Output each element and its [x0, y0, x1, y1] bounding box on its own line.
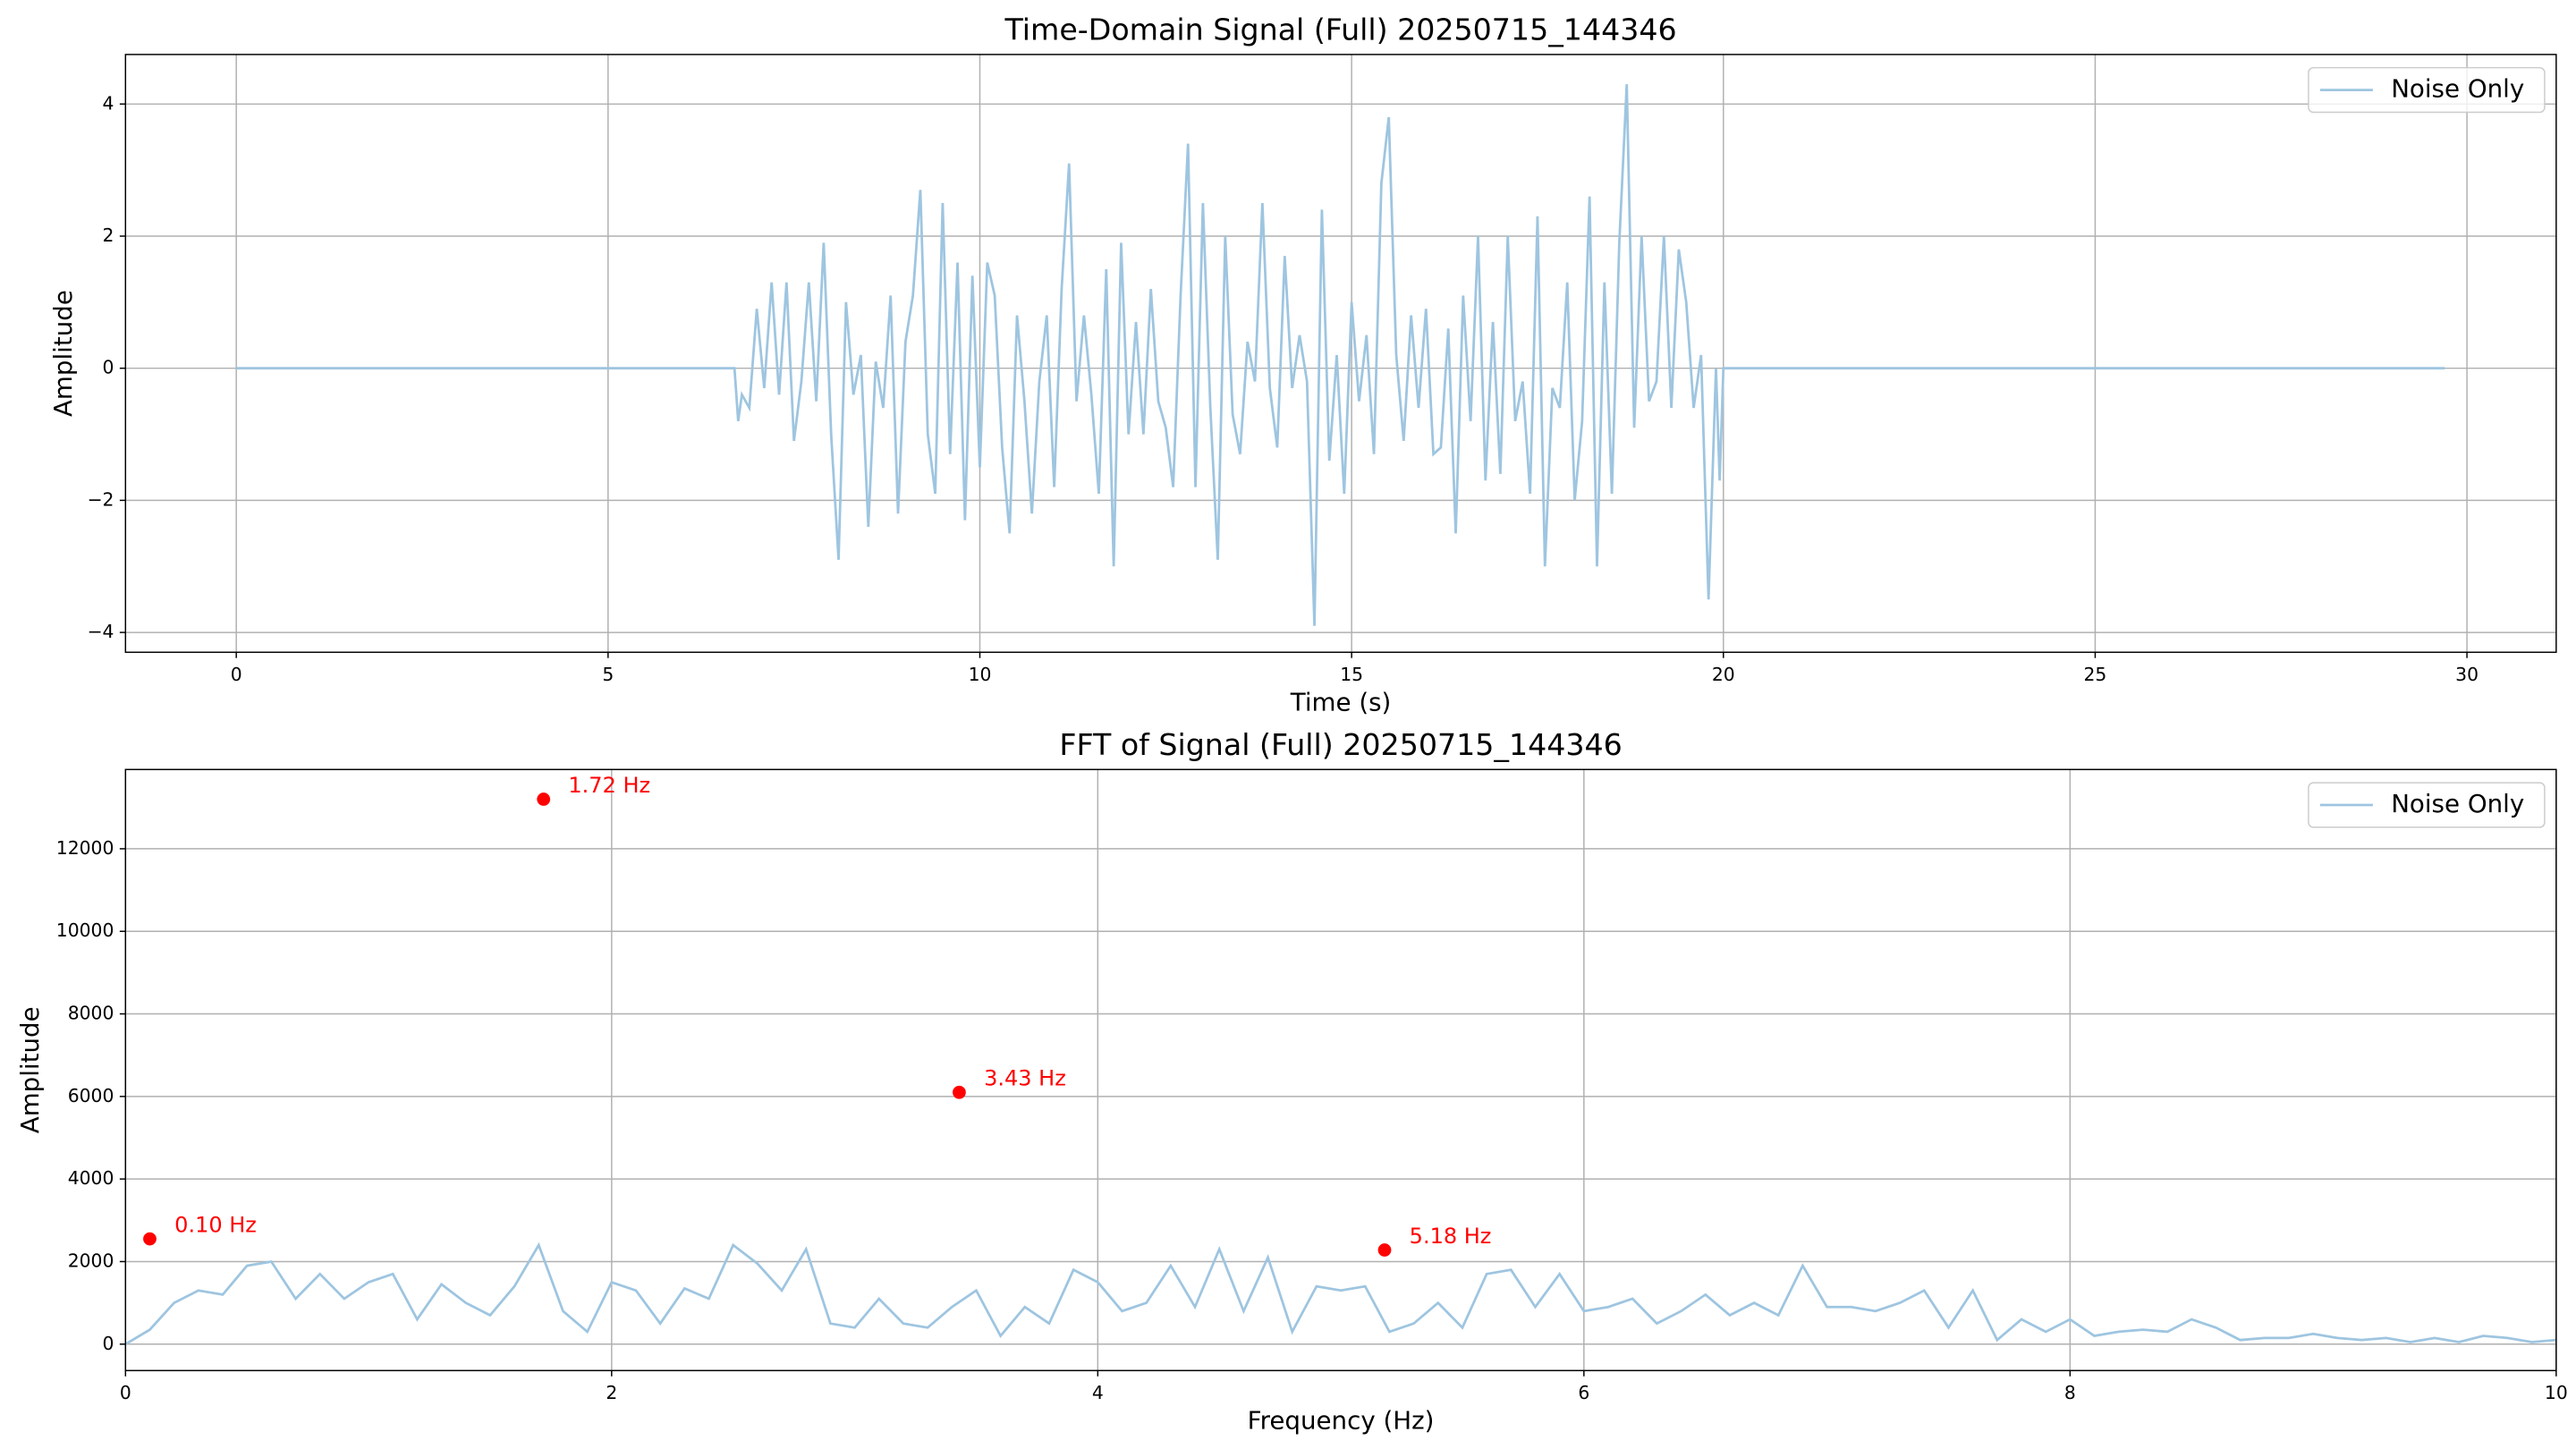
- peak-label: 1.72 Hz: [568, 773, 650, 798]
- x-axis-label: Frequency (Hz): [1248, 1406, 1435, 1436]
- x-tick-label: 8: [2064, 1382, 2076, 1403]
- legend: Noise Only: [2308, 66, 2546, 114]
- peak-marker: [1377, 1243, 1392, 1257]
- chart: 0 2 4 6 8 10 0 2000 4000 6000 8000 10000 12000 0.10 H…: [15, 727, 2568, 1436]
- peak-label: 0.10 Hz: [174, 1212, 257, 1237]
- series-line: [236, 84, 2445, 626]
- x-tick-label: 20: [1712, 664, 1735, 685]
- y-tick-label: 2: [102, 225, 114, 246]
- y-tick-label: 10000: [56, 919, 114, 941]
- plot-area: [125, 54, 2556, 653]
- x-tick-label: 25: [2084, 664, 2107, 685]
- y-axis-label: Amplitude: [48, 290, 78, 417]
- y-tick-label: 0: [102, 357, 114, 378]
- y-tick-label: 2000: [68, 1250, 114, 1271]
- y-tick-label: −2: [87, 488, 114, 510]
- x-axis-label: Time (s): [1290, 687, 1392, 716]
- x-tick-label: 2: [606, 1382, 617, 1403]
- peak-marker: [143, 1232, 157, 1246]
- y-tick-label: 8000: [68, 1003, 114, 1024]
- x-tick-label: 0: [120, 1382, 131, 1403]
- axes-frame: [124, 54, 2557, 653]
- series-line: [125, 1241, 2556, 1345]
- chart-title: FFT of Signal (Full) 20250715_144346: [1059, 727, 1622, 762]
- y-tick-label: 0: [102, 1333, 114, 1354]
- x-tick-label: 15: [1340, 664, 1363, 685]
- y-tick-label: 4000: [68, 1167, 114, 1189]
- x-tick-label: 10: [969, 664, 992, 685]
- legend-box: [2308, 782, 2546, 828]
- legend-box: [2308, 66, 2546, 114]
- peak-label: 5.18 Hz: [1410, 1224, 1492, 1249]
- y-tick-label: 12000: [56, 837, 114, 859]
- y-tick-label: 6000: [68, 1085, 114, 1106]
- peak-marker: [537, 792, 551, 806]
- x-tick-label: 0: [231, 664, 242, 685]
- y-axis-label: Amplitude: [15, 1006, 45, 1133]
- x-tick-label: 4: [1092, 1382, 1104, 1403]
- plot-area: [125, 769, 2556, 1371]
- legend-label: Noise Only: [2391, 789, 2524, 818]
- y-tick-label: 4: [102, 92, 114, 114]
- peak-label: 3.43 Hz: [984, 1065, 1066, 1090]
- legend-label: Noise Only: [2391, 74, 2524, 104]
- axes-frame: [124, 768, 2557, 1372]
- x-tick-label: 5: [602, 664, 614, 685]
- x-tick-label: 30: [2455, 664, 2479, 685]
- peak-marker: [953, 1085, 966, 1099]
- chart-title: Time-Domain Signal (Full) 20250715_14434…: [1004, 13, 1677, 47]
- chart: 0 5 10 15 20 25 30 −4 −2 0 2 4 Time-Domain Signal (F…: [48, 13, 2557, 716]
- legend: Noise Only: [2308, 782, 2546, 828]
- y-tick-label: −4: [87, 621, 114, 642]
- x-tick-label: 10: [2545, 1382, 2568, 1403]
- x-tick-label: 6: [1578, 1382, 1589, 1403]
